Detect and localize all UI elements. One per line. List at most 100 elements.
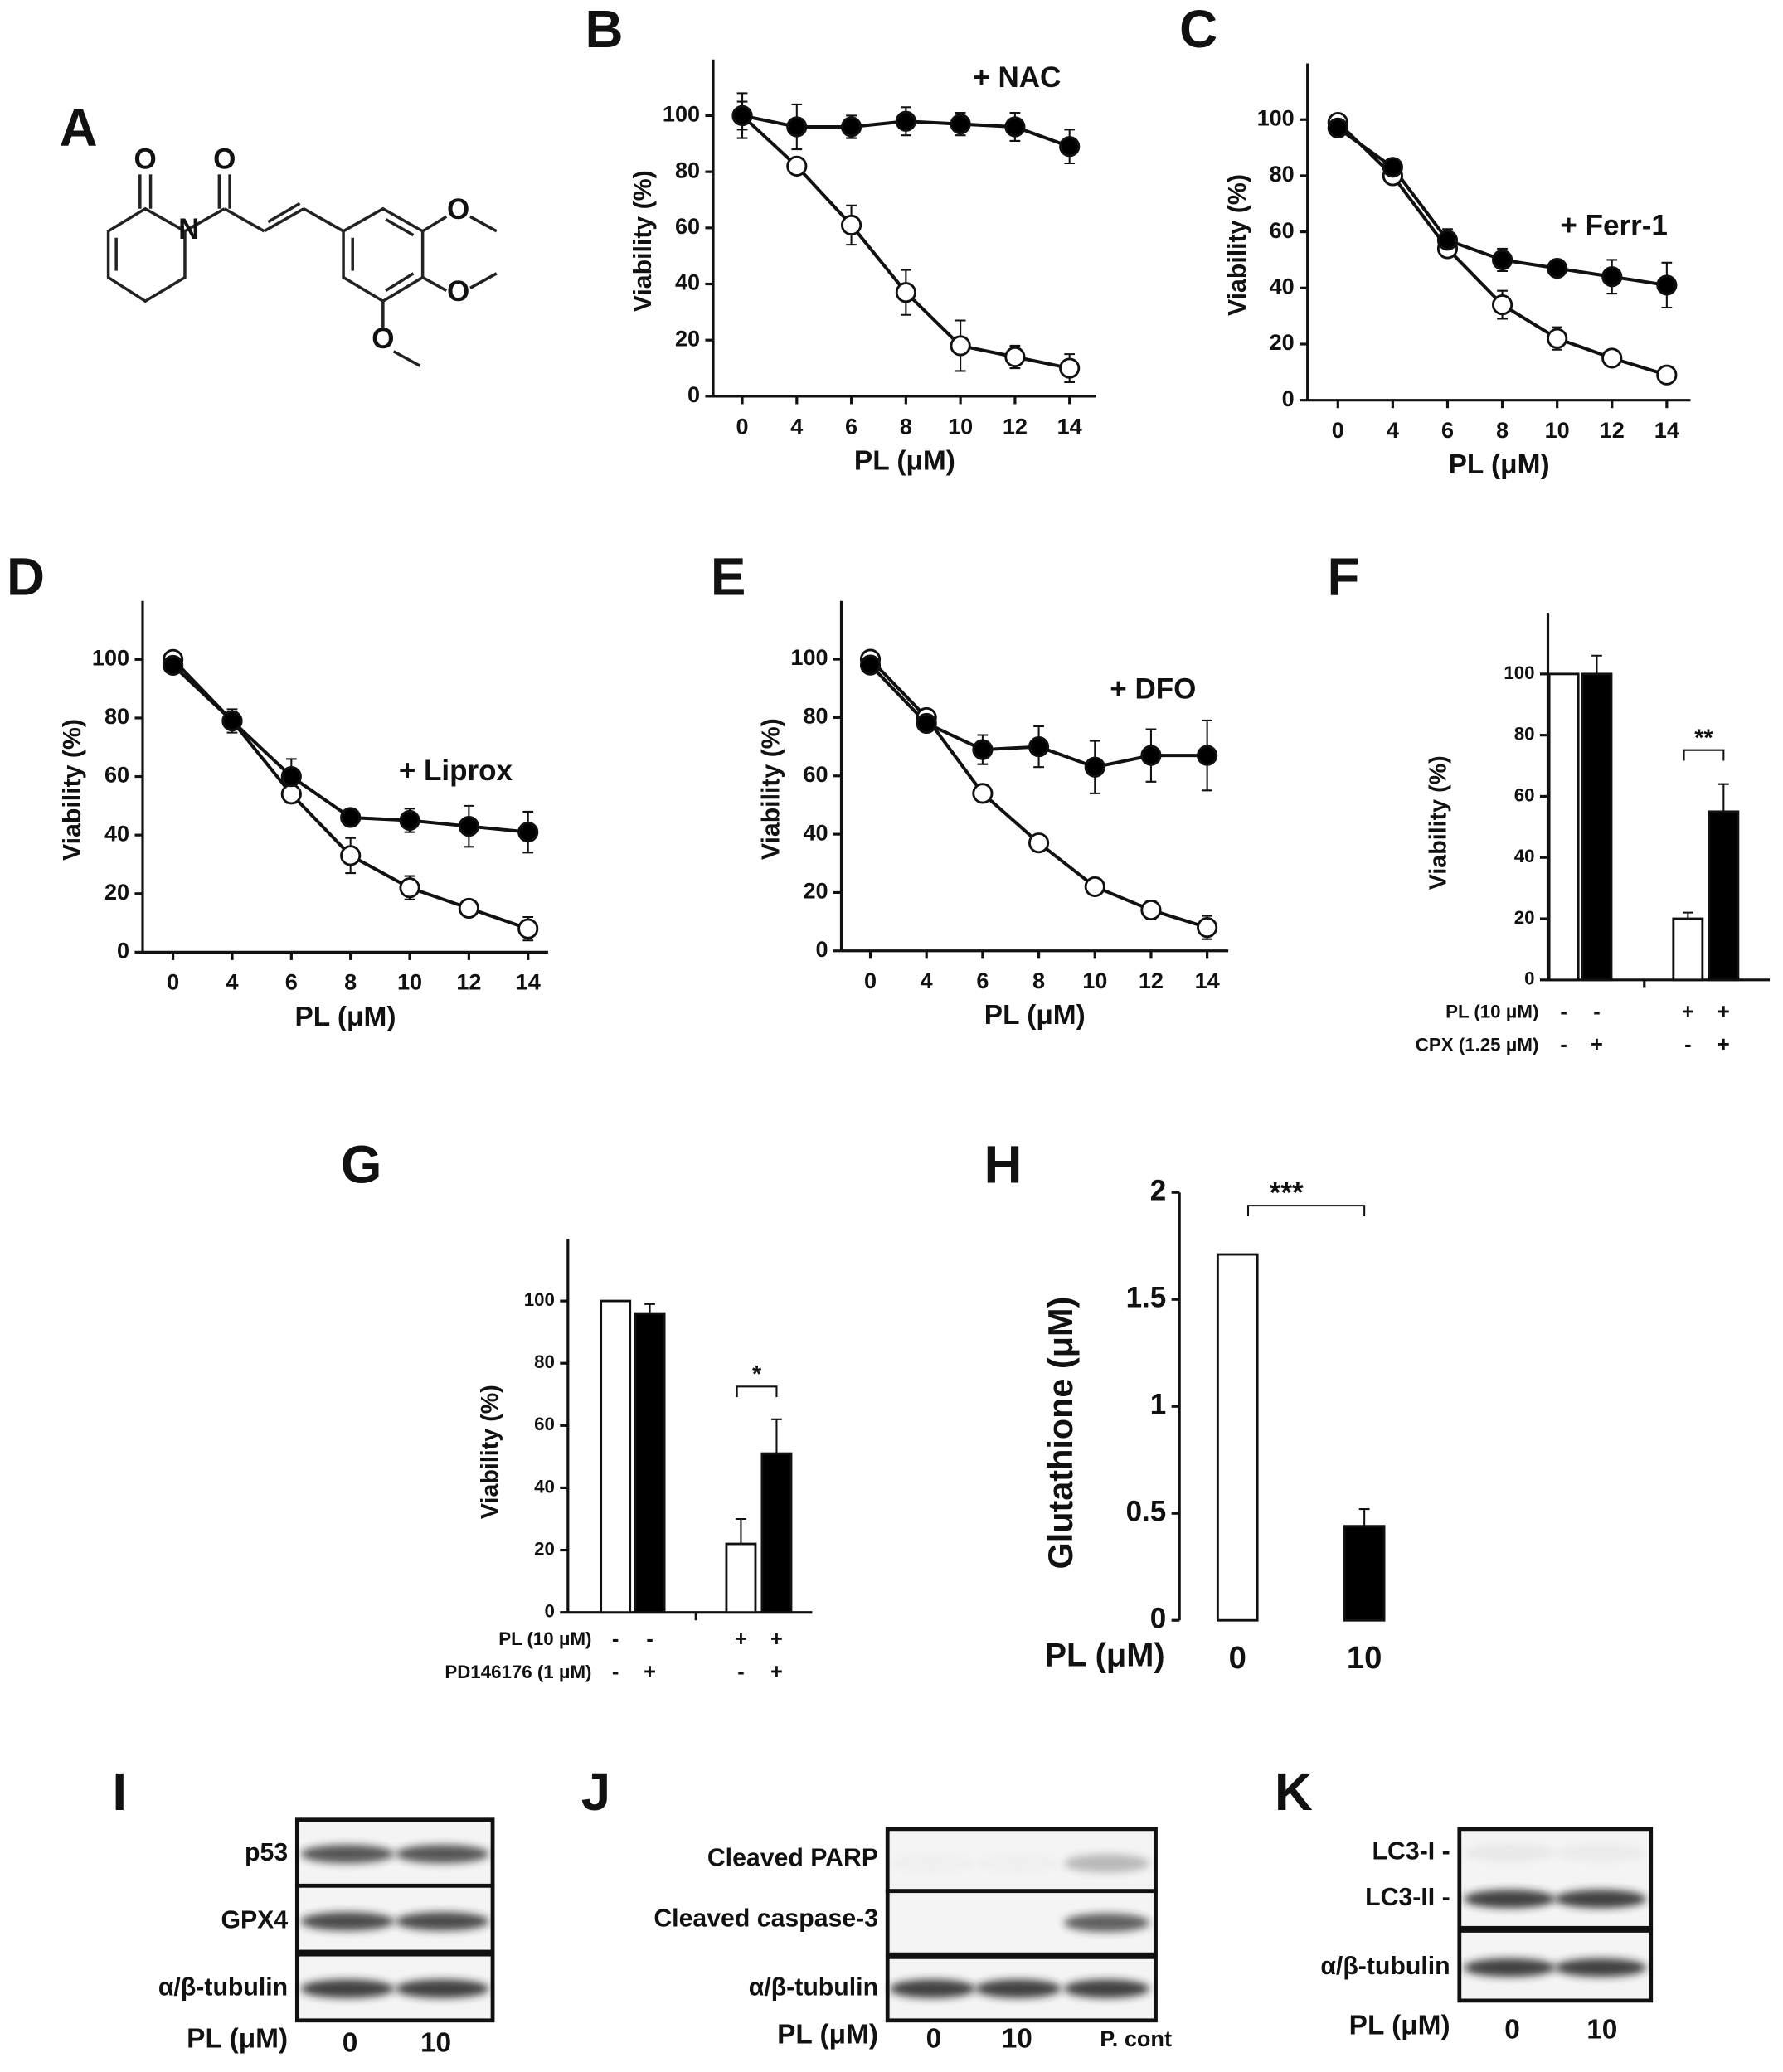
x-axis-label: PL (μM) [984,1000,1086,1031]
error-bar [1591,654,1602,674]
bond [385,217,415,237]
y-tick-label: 100 [524,1289,555,1310]
y-axis-label: Viability (%) [1224,174,1251,316]
x-tick-label: 12 [1600,417,1625,443]
bar [1672,917,1704,982]
marker [340,807,362,828]
condition-value: - [737,1661,744,1684]
y-tick-label: 100 [663,101,700,127]
y-tick-label: 20 [1270,329,1295,355]
x-tick-label: 14 [1195,968,1220,993]
y-tick-label: 0 [544,1601,554,1622]
x-tick-label: 10 [948,413,973,439]
bar [1343,1525,1386,1622]
x-tick-label: 0 [864,968,877,993]
bond [421,215,448,233]
y-axis-label: Viability (%) [758,718,785,860]
marker [280,765,302,788]
panel-label: C [1179,0,1217,59]
panel-label: F [1328,548,1360,607]
x-tick-label: 10 [397,969,422,995]
marker [1004,346,1026,368]
marker [859,654,882,676]
panel-label: A [60,99,98,158]
y-tick-label: 80 [104,703,129,729]
significance-label: ** [1694,725,1713,752]
row-label: α/β-tubulin [1320,1953,1450,1980]
bar [1216,1253,1259,1622]
series-annotation: + Ferr-1 [1560,209,1667,241]
marker [1084,756,1105,778]
bond [385,272,415,292]
x-tick-label: 8 [344,969,357,995]
x-tick-label: 0 [167,969,179,995]
atom-label: O [447,275,469,308]
lane-label: 0 [926,2023,942,2054]
error-bar [644,1303,655,1314]
marker [458,897,479,919]
series-annotation: + DFO [1110,672,1196,705]
y-tick-label: 40 [1514,846,1535,866]
marker [280,784,302,805]
atom-label: O [134,143,157,176]
marker [950,335,971,357]
bond [223,207,265,233]
y-tick-label: 0 [815,936,828,962]
bond [469,272,498,289]
series-line [741,114,1071,370]
lane-label: 10 [1002,2023,1032,2054]
condition-value: - [1593,1000,1600,1023]
y-tick-label: 60 [534,1414,555,1434]
error-bar [771,1418,782,1454]
x-tick-label: 8 [1032,968,1045,993]
y-axis-label: Viability (%) [1426,755,1452,890]
blot-band [395,1912,490,1931]
blot-band [300,1844,395,1864]
y-tick-label: 40 [104,820,129,846]
lane-label: 10 [420,2027,451,2058]
marker [786,116,808,138]
x-tick-label: 0 [736,413,749,439]
panel-label: K [1275,1763,1313,1822]
panel-label: E [711,548,746,607]
x-tick-label: 6 [845,413,857,439]
y-tick-label: 100 [92,645,129,671]
marker [1436,230,1459,251]
marker [1656,364,1678,386]
marker [1197,917,1218,939]
y-tick-label: 0.5 [1126,1495,1167,1527]
marker [1547,258,1568,279]
y-tick-label: 20 [104,879,129,905]
marker [399,877,420,899]
ring [106,206,187,303]
condition-value: - [612,1628,619,1651]
blot-band [1554,1843,1647,1862]
condition-value: + [770,1628,783,1651]
row-label: GPX4 [221,1906,288,1934]
blot-band [890,1854,975,1872]
marker [916,712,937,735]
row-label: p53 [245,1839,288,1866]
x-axis-label: PL (μM) [854,445,955,476]
bond [421,276,448,293]
marker [517,918,539,939]
y-tick-label: 40 [803,819,828,845]
marker [786,155,808,177]
panel-label: B [585,0,624,59]
blot-frame [1457,1827,1654,1930]
significance-label: *** [1270,1177,1304,1210]
significance-label: * [752,1361,762,1388]
condition-value: - [646,1628,653,1651]
condition-name: PL (10 μM) [1445,1002,1538,1022]
y-tick-label: 80 [1514,724,1535,745]
marker [1382,157,1403,178]
marker [1327,117,1348,138]
y-tick-label: 80 [1270,161,1295,187]
bar [1581,672,1613,982]
row-label: LC3-I - [1372,1838,1450,1866]
atom-label: O [213,143,236,176]
x-tick-label: 0 [1332,417,1344,443]
lane-label: 0 [343,2027,358,2058]
y-tick-label: 2 [1150,1174,1166,1206]
